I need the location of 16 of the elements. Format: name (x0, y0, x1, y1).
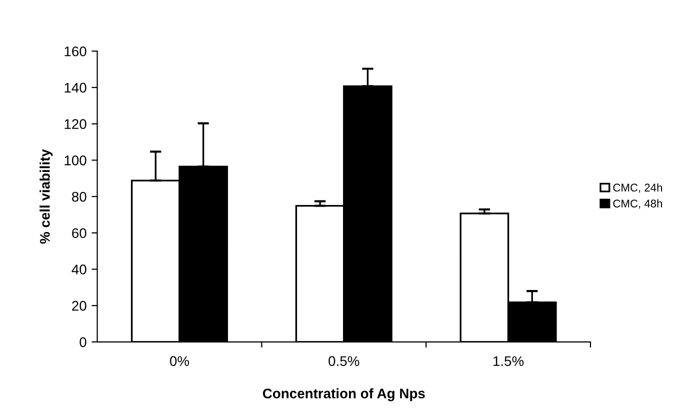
y-tick-label: 80 (72, 192, 86, 202)
y-tick-label: 140 (64, 82, 86, 93)
y-tick-label: 20 (72, 300, 86, 311)
y-tick-label: 120 (64, 119, 86, 129)
legend-label: CMC, 24h (613, 183, 662, 193)
y-tick-label: 160 (64, 46, 86, 56)
legend-label: CMC, 48h (613, 199, 662, 209)
x-axis-title: Concentration of Ag Nps (262, 388, 425, 402)
y-tick-label: 40 (72, 264, 86, 274)
y-tick-label: 0 (80, 337, 86, 348)
y-tick-label: 100 (64, 156, 86, 166)
y-tick-label: 60 (72, 228, 86, 238)
x-tick-label: 0.5% (328, 356, 360, 366)
x-tick-label: 1.5% (494, 356, 524, 366)
x-tick-label: 0% (170, 356, 190, 366)
y-axis-title: % cell viability (40, 149, 53, 244)
